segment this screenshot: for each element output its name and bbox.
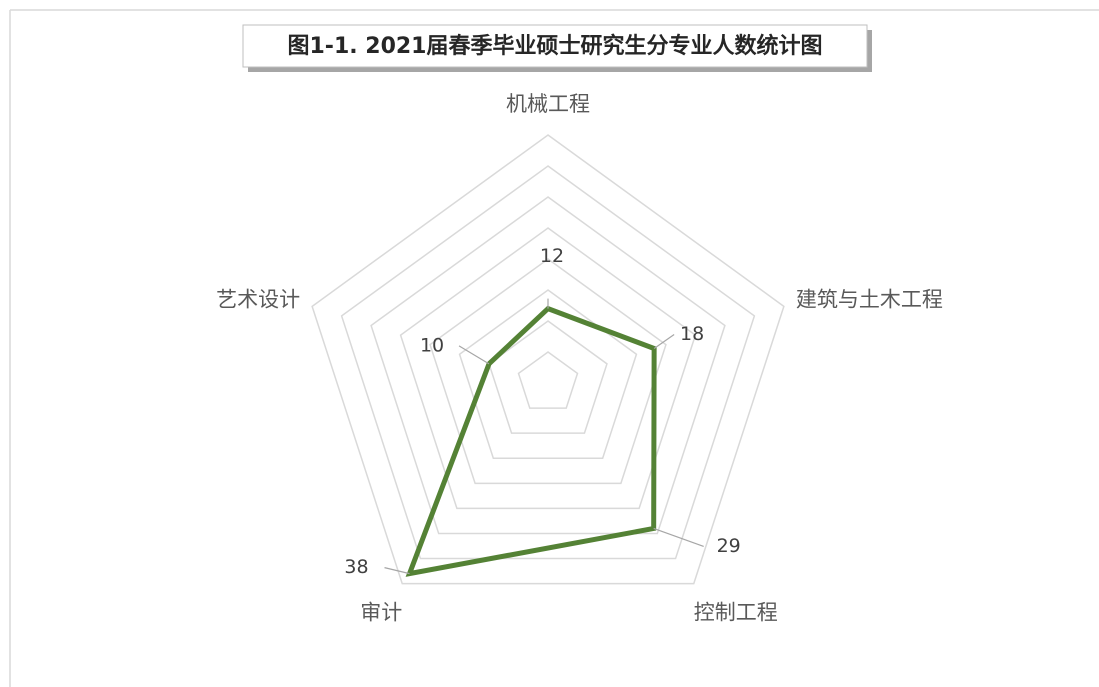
data-label: 18 — [680, 323, 704, 345]
grid-ring — [429, 258, 667, 485]
leader-line — [458, 345, 490, 365]
grid-ring — [340, 165, 756, 560]
data-label: 10 — [420, 334, 444, 356]
grid-ring — [488, 320, 608, 434]
category-label: 控制工程 — [694, 601, 778, 625]
category-label: 建筑与土木工程 — [796, 287, 943, 311]
category-label: 艺术设计 — [216, 287, 300, 311]
leader-line — [384, 567, 410, 575]
grid-ring — [517, 351, 579, 409]
grid-ring — [458, 289, 638, 459]
grid-ring — [311, 134, 785, 585]
category-label: 审计 — [360, 601, 402, 625]
data-label: 38 — [344, 556, 368, 578]
title-box — [242, 24, 868, 68]
chart-title: 图1-1. 2021届春季毕业硕士研究生分专业人数统计图 — [288, 33, 823, 59]
grid-ring — [399, 227, 697, 510]
data-label: 29 — [717, 535, 741, 557]
data-label: 12 — [540, 245, 564, 267]
leader-line — [653, 527, 704, 548]
leader-line — [653, 334, 675, 350]
category-label: 机械工程 — [506, 92, 590, 116]
radar-line — [405, 305, 657, 577]
grid-ring — [370, 196, 726, 535]
